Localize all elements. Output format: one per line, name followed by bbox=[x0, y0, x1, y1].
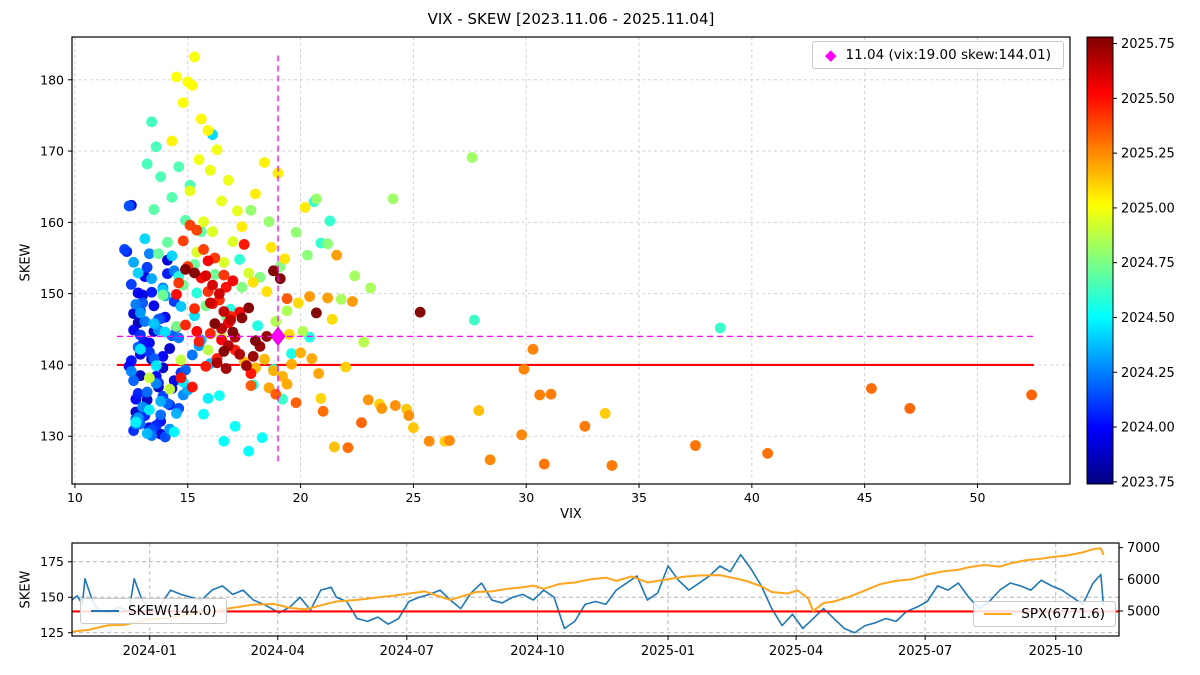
svg-text:6000: 6000 bbox=[1127, 573, 1160, 588]
svg-text:10: 10 bbox=[67, 490, 83, 505]
spx-legend-label: SPX(6771.6) bbox=[1021, 606, 1105, 622]
svg-text:20: 20 bbox=[293, 490, 309, 505]
svg-text:15: 15 bbox=[180, 490, 196, 505]
svg-text:2025.50: 2025.50 bbox=[1121, 92, 1175, 107]
svg-text:2025-10: 2025-10 bbox=[1029, 644, 1083, 659]
diamond-marker-icon: ◆ bbox=[825, 46, 837, 64]
svg-text:2025.00: 2025.00 bbox=[1121, 201, 1175, 216]
svg-text:2024.00: 2024.00 bbox=[1121, 421, 1175, 436]
svg-text:175: 175 bbox=[40, 554, 64, 569]
svg-text:2024.25: 2024.25 bbox=[1121, 366, 1175, 381]
svg-text:50: 50 bbox=[970, 490, 986, 505]
scatter-ylabel: SKEW bbox=[18, 243, 34, 282]
svg-text:2024.75: 2024.75 bbox=[1121, 256, 1175, 271]
svg-text:45: 45 bbox=[857, 490, 873, 505]
vix-skew-scatter-plot: 10 15 20 25 30 35 40 45 50 130 140 150 160 170 180 bbox=[40, 36, 1071, 505]
svg-text:2024-04: 2024-04 bbox=[251, 644, 305, 659]
svg-text:130: 130 bbox=[40, 429, 64, 444]
svg-text:7000: 7000 bbox=[1127, 541, 1160, 556]
svg-text:2024-10: 2024-10 bbox=[510, 644, 564, 659]
svg-text:5000: 5000 bbox=[1127, 604, 1160, 619]
svg-text:40: 40 bbox=[744, 490, 760, 505]
svg-text:2025-07: 2025-07 bbox=[898, 644, 952, 659]
svg-text:150: 150 bbox=[40, 286, 64, 301]
date-colorbar: 2023.75 2024.00 2024.25 2024.50 2024.75 2025.… bbox=[1086, 36, 1175, 490]
skew-legend: SKEW(144.0) bbox=[80, 598, 228, 624]
svg-text:2024-01: 2024-01 bbox=[123, 644, 177, 659]
svg-text:2024-07: 2024-07 bbox=[380, 644, 434, 659]
scatter-legend-label: 11.04 (vix:19.00 skew:144.01) bbox=[845, 47, 1051, 63]
scatter-xlabel: VIX bbox=[560, 507, 582, 522]
svg-text:180: 180 bbox=[40, 72, 64, 87]
skew-spx-timeseries-plot: 2024-01 2024-04 2024-07 2024-10 2025-01 2025-… bbox=[40, 541, 1160, 659]
svg-text:140: 140 bbox=[40, 357, 64, 372]
svg-text:2024.50: 2024.50 bbox=[1121, 311, 1175, 326]
svg-text:170: 170 bbox=[40, 144, 64, 159]
scatter-legend: ◆ 11.04 (vix:19.00 skew:144.01) bbox=[812, 41, 1064, 69]
svg-text:35: 35 bbox=[631, 490, 647, 505]
svg-text:2025-04: 2025-04 bbox=[769, 644, 823, 659]
svg-text:2025-01: 2025-01 bbox=[641, 644, 695, 659]
svg-text:30: 30 bbox=[518, 490, 534, 505]
svg-text:160: 160 bbox=[40, 215, 64, 230]
svg-text:150: 150 bbox=[40, 590, 64, 605]
timeseries-ylabel: SKEW bbox=[18, 570, 34, 609]
svg-text:25: 25 bbox=[405, 490, 421, 505]
svg-text:2025.25: 2025.25 bbox=[1121, 147, 1175, 162]
spx-legend: SPX(6771.6) bbox=[973, 601, 1116, 627]
svg-text:2025.75: 2025.75 bbox=[1121, 37, 1175, 52]
spx-line-icon bbox=[984, 613, 1013, 615]
skew-line-icon bbox=[91, 610, 119, 612]
svg-text:125: 125 bbox=[40, 625, 64, 640]
svg-text:2023.75: 2023.75 bbox=[1121, 475, 1175, 490]
skew-legend-label: SKEW(144.0) bbox=[128, 603, 217, 619]
chart-title: VIX - SKEW [2023.11.06 - 2025.11.04] bbox=[427, 10, 715, 28]
